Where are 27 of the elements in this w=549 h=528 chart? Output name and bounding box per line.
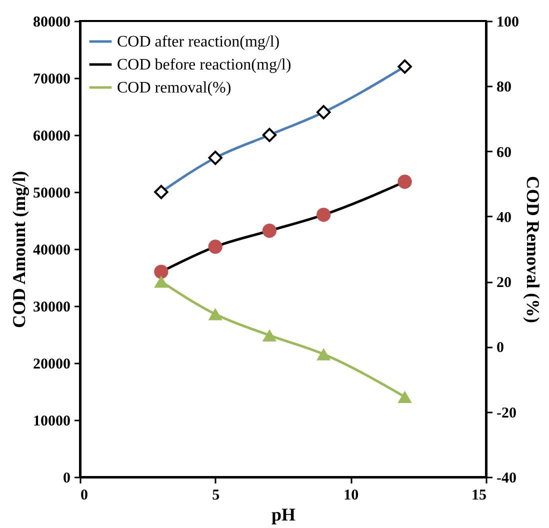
y2-tick-label: 0 xyxy=(496,340,504,356)
x-tick-label: 0 xyxy=(80,488,88,504)
y2-tick-label: -40 xyxy=(496,470,516,486)
y-tick-label: 20000 xyxy=(33,356,70,372)
y2-tick-label: 60 xyxy=(496,144,512,161)
y-tick-label: 50000 xyxy=(33,186,70,202)
y-tick-label: 10000 xyxy=(33,414,70,430)
x-tick-label: 5 xyxy=(212,488,220,504)
y2-tick-label: 80 xyxy=(496,80,512,96)
y-tick-label: 40000 xyxy=(33,242,70,258)
legend-label: COD before reaction(mg/l) xyxy=(117,56,292,74)
y2-tick-label: 20 xyxy=(496,275,512,292)
y-tick-label: 70000 xyxy=(33,72,70,88)
x-axis-title: pH xyxy=(271,504,296,524)
y2-tick-label: 100 xyxy=(496,14,519,30)
x-tick-label: 15 xyxy=(472,488,486,504)
y-tick-label: 0 xyxy=(63,470,70,486)
y-tick-label: 80000 xyxy=(33,14,70,30)
y2-tick-label: 40 xyxy=(496,210,512,226)
x-tick-label: 10 xyxy=(344,488,359,504)
legend-label: COD after reaction(mg/l) xyxy=(117,34,280,50)
y-tick-label: 30000 xyxy=(33,300,70,316)
y2-axis-title: COD Removal (%) xyxy=(523,176,543,323)
legend-label: COD removal(%) xyxy=(117,80,232,96)
y-tick-label: 60000 xyxy=(33,128,70,144)
y2-tick-label: -20 xyxy=(496,405,516,422)
y-axis-title: COD Amount (mg/l) xyxy=(9,170,29,328)
